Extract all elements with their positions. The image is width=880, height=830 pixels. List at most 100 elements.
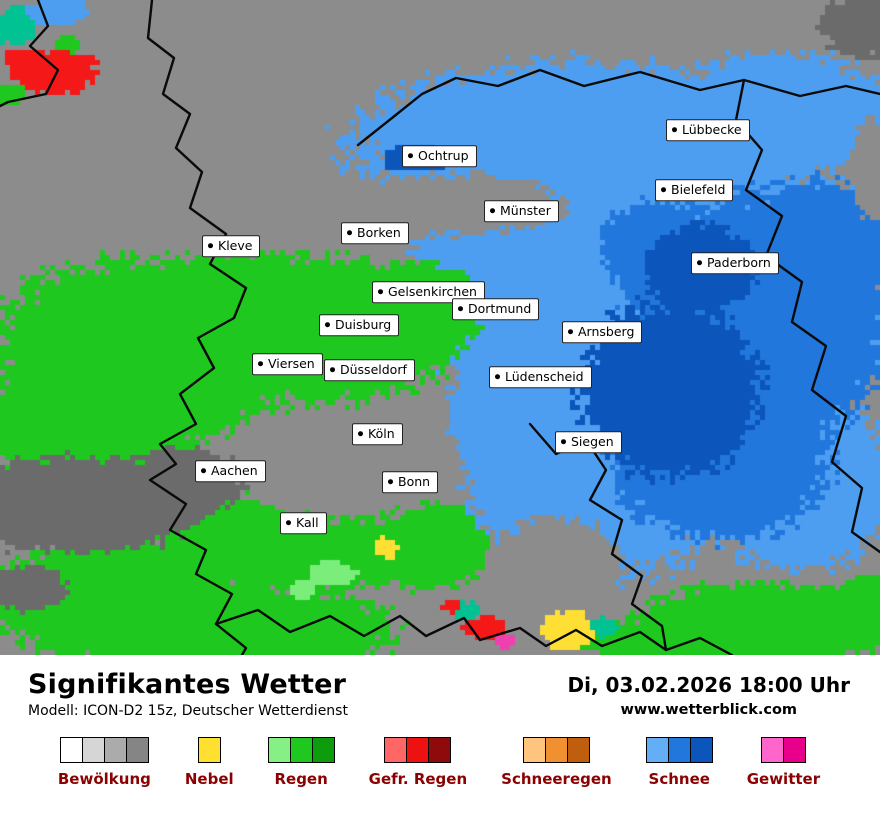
legend-group: Schnee <box>645 737 713 788</box>
legend-swatch <box>782 737 806 763</box>
city-name: Arnsberg <box>578 324 635 340</box>
city-marker-dot <box>458 306 463 312</box>
legend-swatch <box>566 737 590 763</box>
legend-swatch <box>289 737 313 763</box>
legend-label: Regen <box>274 770 328 788</box>
city-label: Siegen <box>555 431 622 453</box>
legend-swatch <box>645 737 669 763</box>
city-name: Ochtrup <box>418 148 469 164</box>
legend-swatch <box>197 737 221 763</box>
city-name: Lüdenscheid <box>505 369 584 385</box>
legend-swatch <box>406 737 430 763</box>
legend: Bewölkung Nebel Regen Gefr. Regen Schneerege… <box>28 737 850 788</box>
city-marker-dot <box>388 479 393 485</box>
city-name: Kall <box>296 515 319 531</box>
legend-group: Bewölkung <box>58 737 151 788</box>
city-label: Kleve <box>202 235 261 257</box>
city-marker-dot <box>661 187 666 193</box>
legend-label: Gefr. Regen <box>368 770 468 788</box>
legend-swatch <box>125 737 149 763</box>
city-name: Düsseldorf <box>340 362 407 378</box>
forecast-datetime: Di, 03.02.2026 18:00 Uhr <box>567 673 850 697</box>
city-marker-dot <box>325 322 330 328</box>
legend-group: Nebel <box>185 737 234 788</box>
city-name: Münster <box>500 203 551 219</box>
city-marker-dot <box>672 127 677 133</box>
legend-swatch-bar <box>501 737 612 763</box>
legend-group: Gewitter <box>747 737 820 788</box>
weather-map: Ochtrup Lübbecke Münster Bielefeld Borken Kle… <box>0 0 880 655</box>
city-name: Köln <box>368 426 395 442</box>
city-name: Siegen <box>571 434 614 450</box>
legend-swatch-bar <box>645 737 713 763</box>
city-name: Gelsenkirchen <box>388 284 477 300</box>
city-name: Aachen <box>211 463 258 479</box>
city-marker-dot <box>201 468 206 474</box>
city-marker-dot <box>408 153 413 159</box>
city-label: Münster <box>484 200 559 222</box>
legend-swatch-bar <box>369 737 468 763</box>
legend-swatch <box>103 737 127 763</box>
city-label: Lübbecke <box>666 119 750 141</box>
city-name: Kleve <box>218 238 253 254</box>
city-name: Paderborn <box>707 255 771 271</box>
city-name: Viersen <box>268 356 315 372</box>
city-marker-dot <box>208 243 213 249</box>
city-label: Köln <box>352 423 403 445</box>
city-name: Borken <box>357 225 401 241</box>
city-label: Dortmund <box>452 298 540 320</box>
legend-swatch <box>667 737 691 763</box>
legend-swatch <box>544 737 568 763</box>
legend-swatch-bar <box>267 737 335 763</box>
legend-swatch <box>522 737 546 763</box>
city-label: Ochtrup <box>402 145 477 167</box>
city-name: Bonn <box>398 474 431 490</box>
city-marker-dot <box>258 361 263 367</box>
legend-group: Gefr. Regen <box>368 737 468 788</box>
city-label: Viersen <box>252 353 323 375</box>
city-label: Düsseldorf <box>324 359 415 381</box>
legend-label: Schneeregen <box>501 770 612 788</box>
website-url: www.wetterblick.com <box>620 702 798 718</box>
city-marker-dot <box>490 208 495 214</box>
legend-swatch <box>267 737 291 763</box>
city-label: Duisburg <box>319 314 400 336</box>
legend-group: Schneeregen <box>501 737 612 788</box>
city-label: Gelsenkirchen <box>372 281 485 303</box>
city-name: Bielefeld <box>671 182 726 198</box>
city-label: Borken <box>341 222 409 244</box>
city-name: Duisburg <box>335 317 392 333</box>
weather-raster-canvas <box>0 0 880 655</box>
legend-swatch-bar <box>747 737 820 763</box>
city-marker-dot <box>561 439 566 445</box>
city-label: Bielefeld <box>655 179 734 201</box>
legend-label: Schnee <box>648 770 710 788</box>
legend-swatch <box>428 737 452 763</box>
city-label: Arnsberg <box>562 321 643 343</box>
city-marker-dot <box>568 329 573 335</box>
datetime-block: Di, 03.02.2026 18:00 Uhr www.wetterblick… <box>568 667 850 718</box>
city-marker-dot <box>358 431 363 437</box>
city-marker-dot <box>697 260 702 266</box>
city-marker-dot <box>286 520 291 526</box>
city-name: Dortmund <box>468 301 532 317</box>
legend-swatch <box>384 737 408 763</box>
legend-label: Nebel <box>184 770 234 788</box>
city-label: Kall <box>280 512 327 534</box>
city-label: Lüdenscheid <box>489 366 592 388</box>
info-panel: Signifikantes Wetter Modell: ICON-D2 15z… <box>0 655 880 830</box>
city-label: Aachen <box>195 460 266 482</box>
legend-swatch <box>311 737 335 763</box>
model-line: Modell: ICON-D2 15z, Deutscher Wetterdie… <box>28 703 348 719</box>
legend-swatch-bar <box>58 737 151 763</box>
legend-swatch <box>81 737 105 763</box>
legend-swatch <box>760 737 784 763</box>
legend-swatch <box>689 737 713 763</box>
city-marker-dot <box>495 374 500 380</box>
city-marker-dot <box>330 367 335 373</box>
legend-group: Regen <box>267 737 335 788</box>
city-name: Lübbecke <box>682 122 742 138</box>
legend-swatch-bar <box>185 737 234 763</box>
city-label: Bonn <box>382 471 439 493</box>
city-marker-dot <box>347 230 352 236</box>
